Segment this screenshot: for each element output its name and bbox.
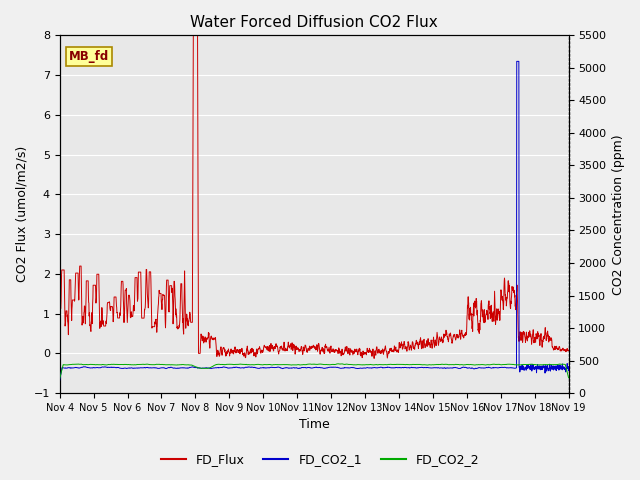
Legend: FD_Flux, FD_CO2_1, FD_CO2_2: FD_Flux, FD_CO2_1, FD_CO2_2 [156,448,484,471]
Title: Water Forced Diffusion CO2 Flux: Water Forced Diffusion CO2 Flux [190,15,438,30]
X-axis label: Time: Time [299,419,330,432]
Y-axis label: CO2 Concentration (ppm): CO2 Concentration (ppm) [612,134,625,295]
Text: MB_fd: MB_fd [69,49,109,63]
Y-axis label: CO2 Flux (umol/m2/s): CO2 Flux (umol/m2/s) [15,146,28,282]
